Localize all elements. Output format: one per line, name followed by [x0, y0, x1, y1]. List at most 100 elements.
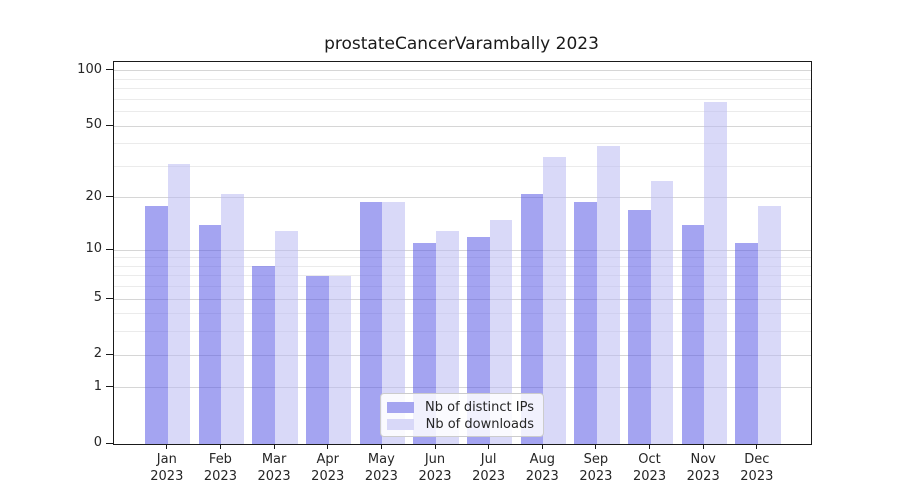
- x-tick-year: 2023: [686, 469, 720, 484]
- bar-distinct-ips-nov: [681, 225, 705, 444]
- gridline-major: [114, 125, 811, 127]
- x-tick-mark: [649, 444, 651, 449]
- bar-distinct-ips-dec: [735, 243, 758, 444]
- x-tick-mark: [166, 444, 168, 449]
- x-tick-label: Jan 2023: [135, 451, 199, 485]
- x-tick-month: Mar: [261, 452, 287, 467]
- y-tick-mark: [106, 353, 113, 355]
- bar-distinct-ips-feb: [198, 225, 222, 444]
- x-tick-mark: [380, 444, 382, 449]
- gridline-minor: [114, 286, 811, 288]
- bar-distinct-ips-oct: [627, 210, 651, 444]
- bar-downloads-mar: [275, 230, 298, 444]
- x-tick-mark: [273, 444, 275, 449]
- x-tick-mark: [702, 444, 704, 449]
- y-tick-mark: [106, 442, 113, 444]
- x-tick-mark: [327, 444, 329, 449]
- x-tick-mark: [595, 444, 597, 449]
- gridline-major: [114, 387, 811, 389]
- bar-distinct-ips-jan: [145, 206, 168, 444]
- gridline-major: [114, 70, 811, 72]
- bar-downloads-sep: [596, 145, 620, 444]
- x-tick-year: 2023: [311, 469, 345, 484]
- x-tick-label: Oct 2023: [618, 451, 682, 485]
- gridline-minor: [114, 88, 811, 90]
- x-tick-label: Jun 2023: [403, 451, 467, 485]
- gridline-minor: [114, 275, 811, 277]
- bar-downloads-nov: [704, 101, 727, 444]
- y-tick-mark: [106, 297, 113, 299]
- legend-item: Nb of distinct IPs: [387, 399, 534, 415]
- x-tick-label: Jul 2023: [457, 451, 521, 485]
- x-tick-year: 2023: [579, 469, 613, 484]
- x-tick-label: Mar 2023: [242, 451, 306, 485]
- legend-swatch-icon: [387, 418, 414, 430]
- y-tick-label: 5: [93, 290, 102, 306]
- gridline-minor: [114, 331, 811, 333]
- gridline-major: [114, 354, 811, 356]
- x-tick-month: Nov: [690, 452, 716, 467]
- x-tick-mark: [541, 444, 543, 449]
- bar-downloads-jun: [436, 230, 459, 444]
- chart-title: prostateCancerVarambally 2023: [324, 34, 599, 54]
- x-tick-mark: [434, 444, 436, 449]
- x-tick-year: 2023: [203, 469, 237, 484]
- y-tick-label: 1: [93, 378, 102, 394]
- x-tick-year: 2023: [740, 469, 774, 484]
- x-tick-month: May: [367, 452, 395, 467]
- gridline-major: [114, 298, 811, 300]
- x-tick-label: Nov 2023: [671, 451, 735, 485]
- y-tick-mark: [106, 196, 113, 198]
- bar-downloads-oct: [650, 180, 674, 444]
- x-tick-year: 2023: [418, 469, 452, 484]
- x-tick-month: Feb: [208, 452, 232, 467]
- bar-downloads-feb: [221, 194, 245, 444]
- x-tick-year: 2023: [525, 469, 559, 484]
- y-tick-mark: [106, 124, 113, 126]
- x-tick-label: Apr 2023: [296, 451, 360, 485]
- x-tick-mark: [219, 444, 221, 449]
- legend-swatch-icon: [387, 401, 414, 413]
- x-tick-month: Jun: [424, 452, 446, 467]
- bar-distinct-ips-sep: [574, 201, 597, 444]
- bar-downloads-aug: [543, 156, 566, 444]
- bar-downloads-may: [382, 201, 406, 444]
- bar-distinct-ips-aug: [520, 194, 544, 444]
- x-tick-month: Dec: [744, 452, 770, 467]
- x-tick-month: Jan: [156, 452, 177, 467]
- y-tick-label: 10: [85, 241, 102, 257]
- gridline-minor: [114, 265, 811, 267]
- bar-downloads-jan: [167, 163, 191, 444]
- bar-distinct-ips-may: [359, 201, 383, 444]
- gridline-minor: [114, 111, 811, 113]
- x-tick-year: 2023: [257, 469, 291, 484]
- plot-area: [113, 61, 812, 445]
- bar-downloads-apr: [328, 275, 352, 444]
- x-tick-year: 2023: [364, 469, 398, 484]
- x-tick-month: Sep: [583, 452, 609, 467]
- gridline-minor: [114, 257, 811, 259]
- x-tick-year: 2023: [633, 469, 667, 484]
- gridline-minor: [114, 313, 811, 315]
- bar-distinct-ips-jul: [466, 236, 490, 444]
- y-tick-label: 0: [93, 435, 102, 450]
- x-tick-year: 2023: [150, 469, 184, 484]
- x-tick-month: Oct: [638, 452, 661, 467]
- legend-label: Nb of downloads: [425, 416, 534, 432]
- legend-item: Nb of downloads: [387, 416, 534, 432]
- gridline-minor: [114, 78, 811, 80]
- y-tick-label: 2: [93, 346, 102, 362]
- x-tick-label: Aug 2023: [510, 451, 574, 485]
- x-tick-mark: [488, 444, 490, 449]
- bar-distinct-ips-mar: [252, 266, 276, 444]
- x-tick-month: Jul: [480, 452, 497, 467]
- gridline-major: [114, 197, 811, 199]
- legend: Nb of distinct IPs Nb of downloads: [380, 393, 544, 437]
- x-tick-label: Feb 2023: [188, 451, 252, 485]
- legend-label: Nb of distinct IPs: [425, 399, 534, 415]
- bar-distinct-ips-apr: [306, 275, 329, 444]
- bar-downloads-dec: [757, 206, 781, 444]
- y-tick-mark: [106, 69, 113, 71]
- x-tick-month: Apr: [316, 452, 339, 467]
